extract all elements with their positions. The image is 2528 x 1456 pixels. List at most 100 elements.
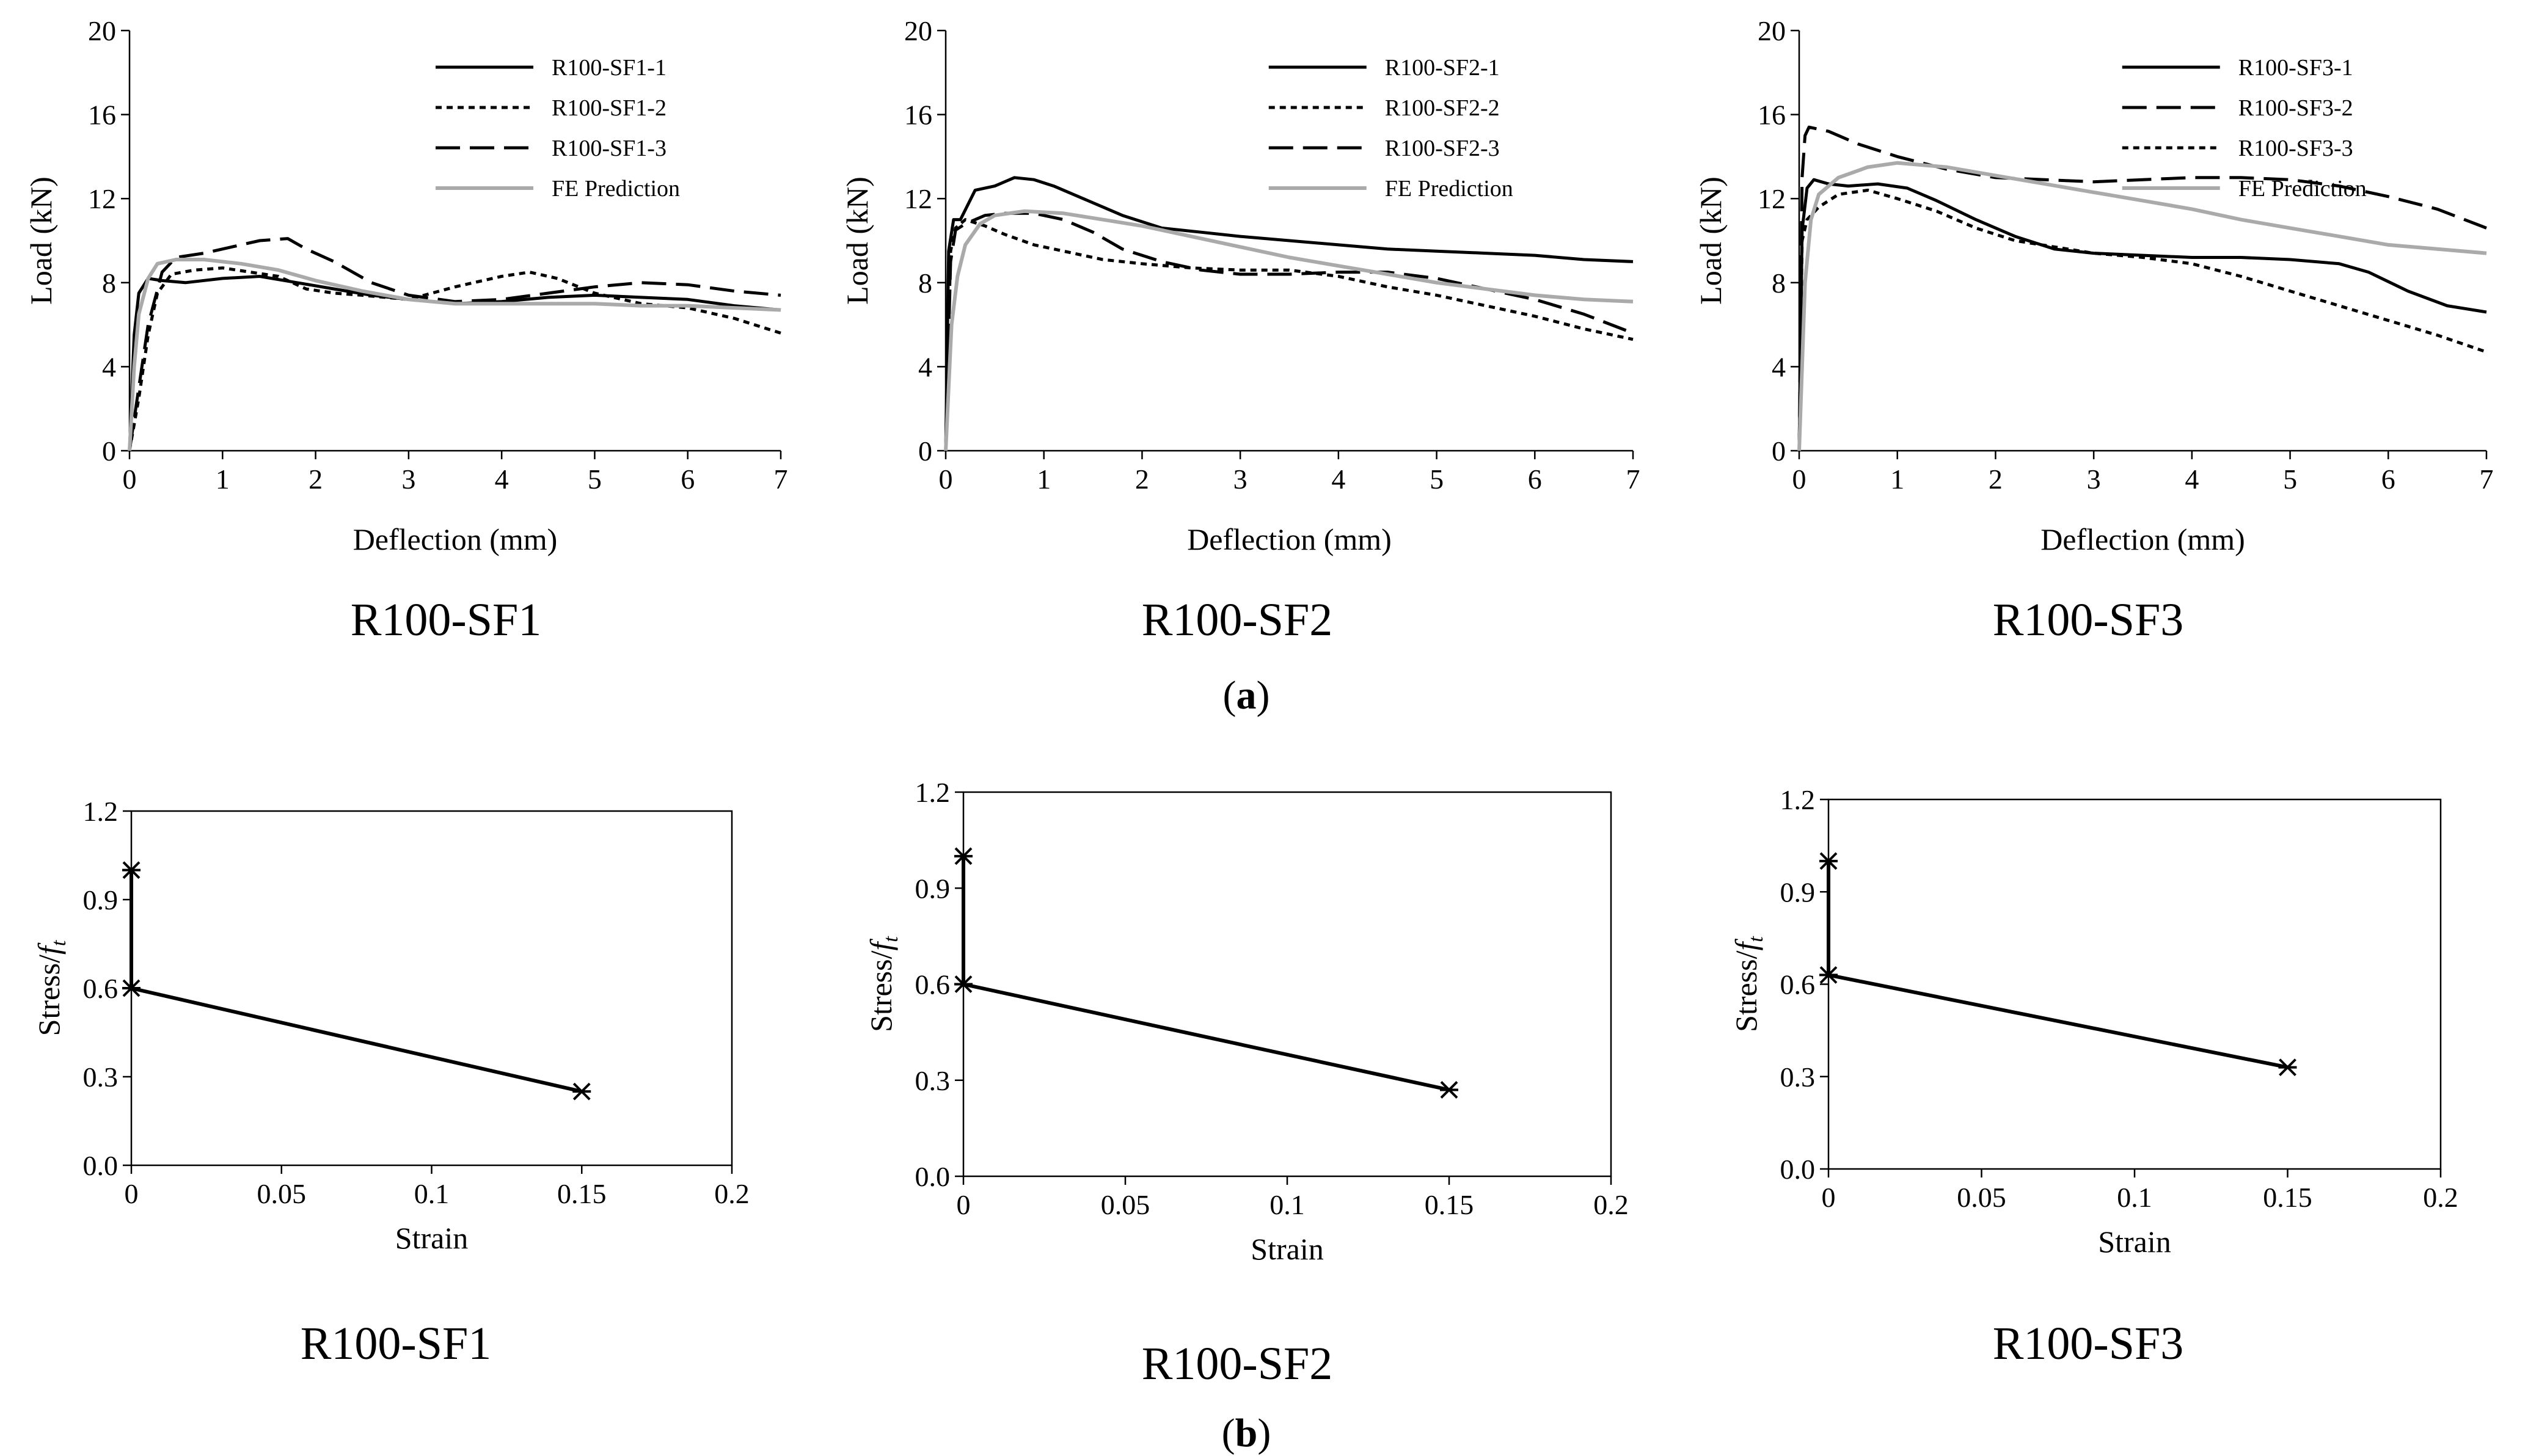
data-point-marker bbox=[1440, 1081, 1458, 1099]
x-tick-label: 6 bbox=[681, 464, 695, 495]
series-line-4 bbox=[1797, 161, 2487, 451]
y-axis-label-subscript: t bbox=[48, 939, 70, 946]
x-axis-label: Deflection (mm) bbox=[353, 522, 558, 556]
x-tick-label: 5 bbox=[588, 464, 602, 495]
x-tick-label: 0 bbox=[939, 464, 953, 495]
x-tick-label: 7 bbox=[774, 464, 788, 495]
x-tick-label: 0 bbox=[1822, 1182, 1836, 1213]
chart-subtitle: R100-SF2 bbox=[1142, 594, 1333, 646]
data-point-marker bbox=[2278, 1058, 2297, 1077]
legend-label: R100-SF1-3 bbox=[552, 136, 667, 161]
x-tick-label: 6 bbox=[2381, 464, 2395, 495]
series-line-1 bbox=[130, 870, 582, 1094]
x-tick-label: 1 bbox=[1890, 464, 1904, 495]
plot-frame bbox=[962, 791, 1612, 1178]
y-tick-label: 12 bbox=[904, 183, 932, 214]
legend: R100-SF1-1 R100-SF1-2 R100-SF1-3 FE Predict… bbox=[436, 55, 680, 202]
y-axis-label-text: Load (kN) bbox=[840, 177, 874, 305]
x-tick-label: 4 bbox=[2185, 464, 2199, 495]
chart-5: 0.0 0.3 0.6 0.9 1.2 0 0.05 0.1 0.15 0.2 Strain Stre… bbox=[864, 777, 1629, 1389]
chart-subtitle: R100-SF1 bbox=[351, 594, 542, 646]
legend-label: FE Prediction bbox=[1385, 176, 1513, 202]
plot-frame bbox=[1827, 798, 2442, 1170]
data-point-marker bbox=[572, 1082, 591, 1101]
y-axis-label-text: Stress/ bbox=[864, 950, 898, 1032]
x-tick-label: 0.2 bbox=[714, 1178, 750, 1209]
x-tick-label: 2 bbox=[1135, 464, 1149, 495]
x-tick-label: 3 bbox=[401, 464, 415, 495]
y-tick-label: 4 bbox=[102, 351, 116, 382]
chart-subtitle: R100-SF1 bbox=[301, 1318, 492, 1369]
y-tick-label: 20 bbox=[904, 15, 932, 46]
y-axis-label-text: Stress/ bbox=[32, 955, 66, 1036]
legend-label: R100-SF1-2 bbox=[552, 95, 667, 121]
legend-label: R100-SF2-3 bbox=[1385, 136, 1500, 161]
series-line-1 bbox=[1797, 178, 2487, 451]
y-axis-label: Load (kN) bbox=[840, 177, 874, 305]
x-tick-label: 0.1 bbox=[2117, 1182, 2152, 1213]
legend-label: R100-SF2-2 bbox=[1385, 95, 1500, 121]
y-tick-label: 0.0 bbox=[83, 1150, 119, 1181]
y-tick-label: 1.2 bbox=[83, 796, 119, 827]
y-axis-label: Load (kN) bbox=[1693, 177, 1728, 305]
y-tick-label: 0 bbox=[1772, 435, 1786, 467]
y-axis-label-text: Stress/ bbox=[1729, 950, 1763, 1032]
y-tick-label: 8 bbox=[102, 268, 116, 299]
y-tick-label: 0.3 bbox=[1780, 1061, 1816, 1093]
x-tick-label: 2 bbox=[1989, 464, 2003, 495]
y-tick-label: 1.2 bbox=[915, 777, 951, 808]
data-point-marker bbox=[122, 979, 141, 997]
series-line-4 bbox=[944, 209, 1634, 451]
x-tick-label: 1 bbox=[216, 464, 230, 495]
x-tick-label: 0 bbox=[123, 464, 137, 495]
x-tick-label: 6 bbox=[1528, 464, 1542, 495]
y-tick-label: 0.9 bbox=[915, 873, 951, 904]
series-line-3 bbox=[944, 211, 1634, 451]
y-axis-label: Stress/ft bbox=[32, 939, 70, 1036]
x-tick-label: 4 bbox=[1331, 464, 1345, 495]
y-axis-label-subscript: t bbox=[880, 936, 902, 942]
x-tick-label: 0.15 bbox=[557, 1178, 607, 1209]
data-point-marker bbox=[954, 847, 973, 865]
legend: R100-SF3-1 R100-SF3-2 R100-SF3-3 FE Predict… bbox=[2122, 55, 2367, 202]
data-point-marker bbox=[1819, 966, 1838, 984]
y-tick-label: 0.0 bbox=[1780, 1154, 1816, 1185]
series-line-2 bbox=[944, 218, 1634, 451]
y-tick-label: 20 bbox=[1758, 15, 1786, 46]
x-axis-label: Strain bbox=[395, 1221, 468, 1255]
legend-label: R100-SF3-3 bbox=[2238, 136, 2353, 161]
data-point-marker bbox=[1819, 852, 1838, 870]
y-tick-label: 8 bbox=[918, 268, 932, 299]
series-line-1 bbox=[128, 275, 781, 451]
legend-label: R100-SF1-1 bbox=[552, 55, 667, 81]
y-tick-label: 0.0 bbox=[915, 1161, 951, 1192]
x-axis-label: Deflection (mm) bbox=[2040, 522, 2245, 556]
x-axis-label: Strain bbox=[1251, 1232, 1323, 1266]
series-line-3 bbox=[128, 237, 781, 451]
x-tick-label: 0.05 bbox=[257, 1178, 307, 1209]
x-tick-label: 0 bbox=[125, 1178, 139, 1209]
x-tick-label: 0 bbox=[957, 1189, 971, 1220]
y-tick-label: 0 bbox=[918, 435, 932, 467]
y-tick-label: 4 bbox=[918, 351, 932, 382]
y-axis-label-subscript: t bbox=[1745, 936, 1767, 942]
y-tick-label: 16 bbox=[904, 100, 932, 131]
x-tick-label: 0.05 bbox=[1957, 1182, 2006, 1213]
x-axis-label: Deflection (mm) bbox=[1187, 522, 1392, 556]
y-tick-label: 0.9 bbox=[1780, 876, 1816, 908]
chart-subtitle: R100-SF2 bbox=[1142, 1338, 1333, 1389]
y-tick-label: 0.3 bbox=[83, 1061, 119, 1093]
y-tick-label: 0.3 bbox=[915, 1065, 951, 1096]
x-tick-label: 0.2 bbox=[1593, 1189, 1629, 1220]
y-axis-label: Stress/ft bbox=[1729, 936, 1767, 1032]
series-line-1 bbox=[1827, 861, 2289, 1069]
series-line-1 bbox=[944, 176, 1634, 451]
x-tick-label: 3 bbox=[1233, 464, 1248, 495]
y-tick-label: 0.6 bbox=[915, 969, 951, 1000]
x-axis-label: Strain bbox=[2098, 1225, 2171, 1259]
x-tick-label: 7 bbox=[2480, 464, 2494, 495]
